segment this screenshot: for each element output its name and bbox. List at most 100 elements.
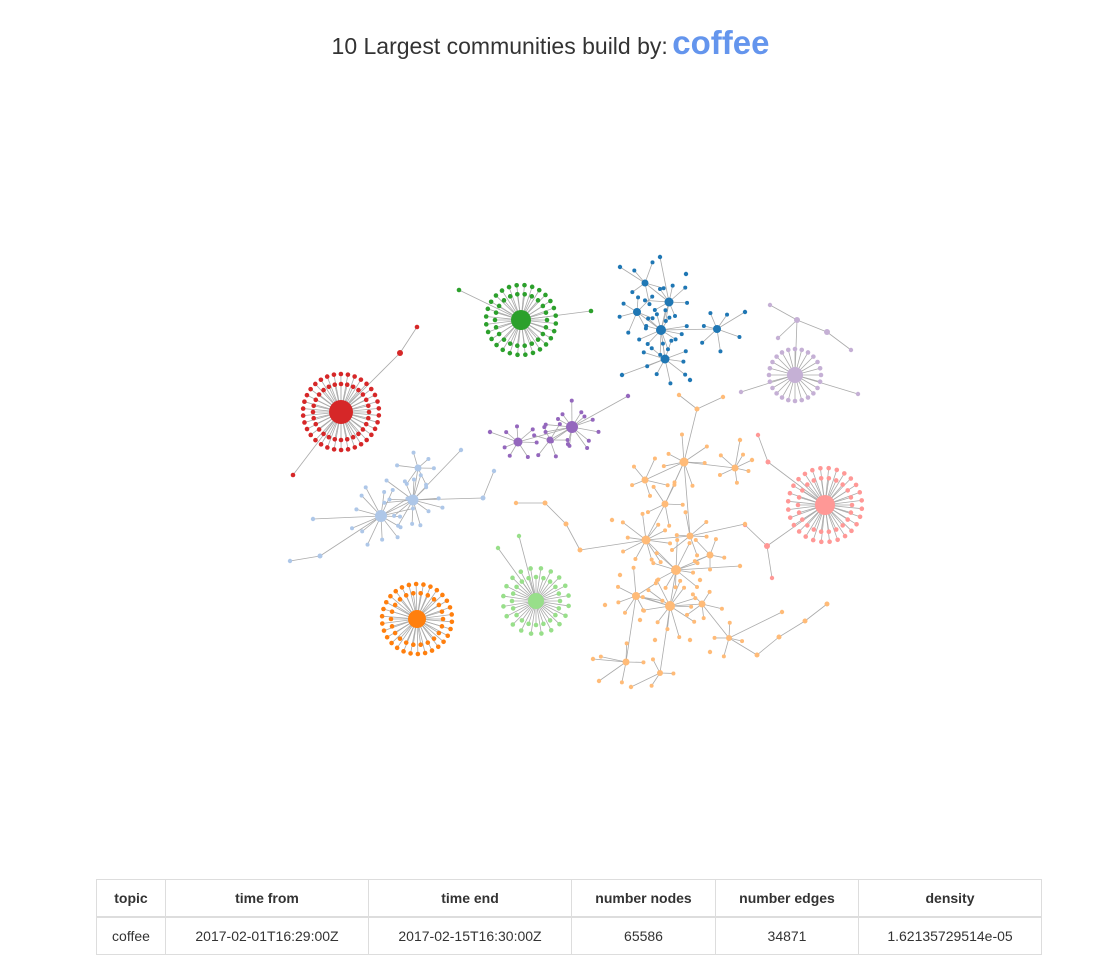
- pink-member-node[interactable]: [810, 467, 815, 473]
- light-green-member-node[interactable]: [566, 593, 571, 598]
- green-member-node[interactable]: [536, 287, 542, 293]
- lavender-member-node[interactable]: [774, 354, 779, 359]
- pink-member-node[interactable]: [840, 482, 845, 487]
- peach-hub-node[interactable]: [679, 457, 689, 467]
- peach-member-node[interactable]: [645, 510, 650, 515]
- blue-member-node[interactable]: [683, 271, 689, 277]
- peach-member-node[interactable]: [695, 553, 700, 558]
- peach-member-node[interactable]: [651, 561, 656, 566]
- purple-member-node[interactable]: [565, 438, 570, 443]
- orange-member-node[interactable]: [431, 597, 437, 602]
- orange-member-node[interactable]: [441, 639, 446, 645]
- peach-member-node[interactable]: [693, 596, 698, 601]
- pink-member-node[interactable]: [796, 476, 801, 482]
- green-member-node[interactable]: [529, 284, 535, 290]
- blue-member-node[interactable]: [665, 347, 670, 352]
- peach-member-node[interactable]: [619, 680, 624, 685]
- peach-hub-node[interactable]: [641, 476, 649, 484]
- peach-member-node[interactable]: [670, 548, 675, 553]
- pink-member-node[interactable]: [842, 533, 848, 539]
- red-member-node[interactable]: [311, 403, 317, 409]
- orange-member-node[interactable]: [410, 642, 416, 648]
- light-blue-member-node[interactable]: [410, 521, 415, 526]
- peach-member-node[interactable]: [652, 637, 658, 643]
- orange-member-node[interactable]: [440, 616, 446, 622]
- lavender-member-node[interactable]: [767, 379, 773, 385]
- peach-member-node[interactable]: [650, 657, 655, 662]
- light-blue-member-node[interactable]: [436, 496, 441, 501]
- green-member-node[interactable]: [535, 337, 541, 342]
- lavender-member-node[interactable]: [785, 397, 791, 403]
- red-member-node[interactable]: [364, 381, 369, 387]
- peach-member-node[interactable]: [683, 510, 688, 515]
- light-green-member-node[interactable]: [528, 631, 534, 636]
- blue-member-node[interactable]: [679, 332, 684, 337]
- light-blue-member-node[interactable]: [359, 493, 364, 498]
- lavender-hub-node[interactable]: [787, 367, 803, 383]
- green-member-node[interactable]: [548, 335, 554, 341]
- blue-member-node[interactable]: [708, 311, 713, 316]
- peach-hub-node[interactable]: [665, 601, 675, 611]
- red-member-node[interactable]: [356, 431, 361, 437]
- red-member-node[interactable]: [356, 387, 361, 393]
- light-blue-member-node[interactable]: [458, 447, 464, 453]
- green-member-node[interactable]: [543, 310, 549, 315]
- lavender-member-node[interactable]: [817, 379, 823, 385]
- red-member-node[interactable]: [332, 436, 338, 442]
- red-member-node[interactable]: [350, 434, 356, 440]
- green-member-node[interactable]: [553, 321, 559, 326]
- orange-member-node[interactable]: [408, 651, 413, 656]
- light-green-member-node[interactable]: [519, 618, 525, 623]
- green-member-node[interactable]: [540, 303, 546, 309]
- green-member-node[interactable]: [515, 352, 520, 358]
- red-member-node[interactable]: [363, 421, 369, 427]
- lavender-member-node[interactable]: [738, 389, 744, 395]
- peach-member-node[interactable]: [737, 563, 743, 569]
- peach-member-node[interactable]: [665, 627, 670, 632]
- green-member-node[interactable]: [522, 291, 528, 297]
- red-member-node[interactable]: [304, 392, 310, 398]
- peach-member-node[interactable]: [708, 567, 713, 572]
- purple-hub-node[interactable]: [546, 436, 554, 444]
- light-green-member-node[interactable]: [510, 591, 516, 596]
- peach-member-node[interactable]: [691, 570, 696, 575]
- peach-member-node[interactable]: [689, 604, 694, 609]
- pink-member-node[interactable]: [765, 459, 771, 465]
- light-blue-member-node[interactable]: [287, 558, 293, 564]
- red-member-node[interactable]: [358, 441, 364, 447]
- orange-hub-node[interactable]: [408, 610, 426, 628]
- light-blue-member-node[interactable]: [426, 509, 431, 514]
- peach-member-node[interactable]: [596, 678, 602, 684]
- peach-member-node[interactable]: [598, 654, 603, 659]
- peach-member-node[interactable]: [625, 535, 630, 540]
- orange-member-node[interactable]: [418, 642, 424, 648]
- pink-member-node[interactable]: [795, 502, 801, 508]
- peach-member-node[interactable]: [749, 457, 755, 463]
- orange-member-node[interactable]: [413, 581, 419, 587]
- blue-member-node[interactable]: [685, 300, 690, 305]
- light-green-member-node[interactable]: [501, 604, 506, 609]
- red-member-node[interactable]: [375, 399, 380, 404]
- purple-member-node[interactable]: [502, 445, 507, 450]
- orange-member-node[interactable]: [421, 582, 426, 587]
- orange-member-node[interactable]: [388, 616, 394, 622]
- pink-member-node[interactable]: [859, 506, 865, 511]
- light-green-member-node[interactable]: [541, 575, 546, 581]
- orange-member-node[interactable]: [389, 609, 395, 614]
- green-member-node[interactable]: [496, 303, 502, 309]
- blue-member-node[interactable]: [658, 287, 663, 292]
- light-green-member-node[interactable]: [548, 627, 554, 633]
- light-green-member-node[interactable]: [533, 574, 539, 580]
- orange-member-node[interactable]: [379, 613, 385, 619]
- peach-member-node[interactable]: [655, 620, 660, 625]
- blue-member-node[interactable]: [672, 314, 677, 319]
- green-member-node[interactable]: [544, 317, 550, 323]
- orange-member-node[interactable]: [445, 633, 451, 639]
- peach-member-node[interactable]: [674, 533, 679, 538]
- purple-member-node[interactable]: [582, 414, 587, 419]
- orange-member-node[interactable]: [379, 621, 385, 626]
- light-green-member-node[interactable]: [557, 598, 563, 604]
- peach-member-node[interactable]: [707, 649, 713, 655]
- pink-member-node[interactable]: [853, 482, 859, 488]
- orange-member-node[interactable]: [389, 624, 395, 629]
